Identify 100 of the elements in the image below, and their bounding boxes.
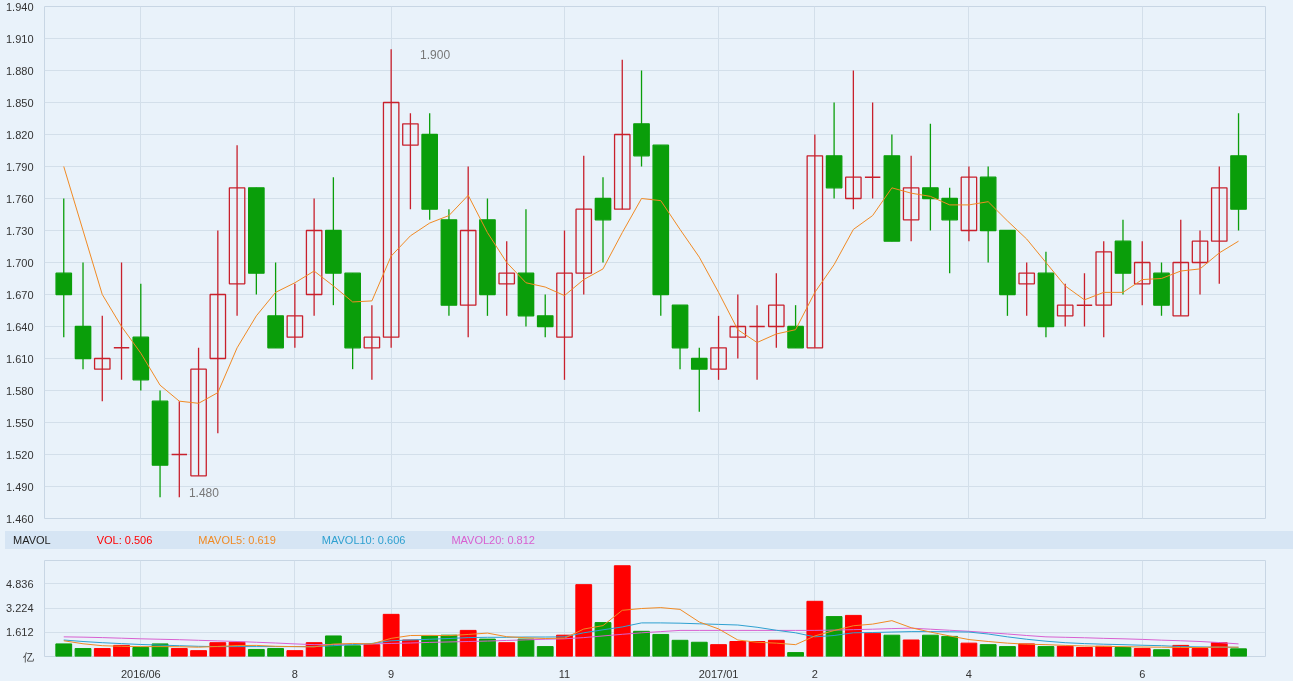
bar: [132, 647, 150, 657]
bar: [575, 584, 593, 657]
candlestick: [286, 283, 304, 349]
y-tick-label: 1.460: [5, 512, 34, 525]
bar: [787, 652, 804, 657]
y-tick-label: 1.612: [5, 626, 34, 639]
x-tick-label: 9: [388, 667, 395, 680]
candlestick: [710, 315, 727, 381]
line-series: [63, 627, 1240, 646]
candlestick: [690, 347, 708, 413]
bar: [363, 644, 381, 657]
candlestick: [93, 315, 111, 402]
candlestick: [1076, 272, 1093, 328]
y-tick-label: 1.490: [5, 480, 34, 493]
candlestick: [498, 240, 516, 317]
bar: [960, 642, 978, 657]
y-tick-label: 1.910: [5, 32, 34, 45]
y-tick-label: 1.760: [5, 192, 34, 205]
bar: [1133, 648, 1151, 657]
bar: [999, 646, 1016, 657]
y-tick-label: 1.610: [5, 352, 34, 365]
bar: [922, 634, 939, 657]
bar: [941, 635, 959, 657]
bar: [1114, 647, 1132, 657]
candlestick: [864, 101, 882, 200]
bar: [690, 641, 708, 657]
candlestick: [1172, 219, 1190, 317]
y-tick-label: 1.640: [5, 320, 34, 333]
y-tick-label: 1.520: [5, 448, 34, 461]
candlestick: [190, 347, 207, 477]
bar: [517, 638, 535, 657]
legend-title: MAVOL: [13, 534, 51, 546]
bar: [652, 633, 670, 657]
candlestick: [902, 155, 920, 242]
bar: [209, 642, 227, 657]
candlestick: [1018, 261, 1036, 317]
candlestick: [305, 197, 323, 317]
bar: [93, 648, 111, 657]
bar: [613, 565, 631, 657]
candlestick: [556, 229, 573, 381]
y-tick-label: 1.850: [5, 96, 34, 109]
candlestick: [459, 165, 477, 338]
bar: [286, 650, 304, 657]
candlestick: [941, 187, 959, 274]
x-tick-label: 8: [291, 667, 298, 680]
text: VOL: 0.506: [96, 534, 153, 546]
candlestick: [402, 112, 419, 210]
y-tick-label: 1.670: [5, 288, 34, 301]
x-tick-label: 6: [1139, 667, 1146, 680]
candlestick: [960, 165, 978, 242]
y-tick-label: 1.820: [5, 128, 34, 141]
candlestick: [382, 48, 400, 349]
bar: [1056, 645, 1074, 657]
candlestick: [729, 293, 747, 360]
x-tick-label: 2016/06: [120, 667, 161, 680]
candlestick: [806, 133, 824, 349]
bar: [883, 634, 901, 657]
bar: [844, 614, 862, 657]
y-tick-label: 1.940: [5, 0, 34, 13]
bar: [979, 644, 997, 657]
text: MAVOL20: 0.812: [451, 534, 535, 546]
candlestick: [1210, 165, 1228, 285]
annotation: 1.900: [420, 47, 451, 62]
candlestick: [1133, 240, 1151, 306]
x-tick-label: 2017/01: [698, 667, 739, 680]
bar: [536, 646, 554, 657]
line-series: [63, 607, 1240, 648]
bar: [825, 616, 843, 657]
bar: [55, 643, 73, 657]
candlestick: [228, 144, 246, 317]
bar: [633, 630, 650, 657]
y-tick-label: 1.700: [5, 256, 34, 269]
y-tick-label: 1.580: [5, 384, 34, 397]
candlestick: [1056, 283, 1074, 328]
y-tick-label: 3.224: [5, 602, 34, 615]
bar: [344, 645, 362, 657]
bar: [729, 641, 747, 657]
candlestick: [1095, 240, 1113, 338]
bar: [1018, 643, 1036, 657]
y-tick-label: 1.880: [5, 64, 34, 77]
y-tick-label: 1.790: [5, 160, 34, 173]
bar: [902, 639, 920, 657]
candlestick: [536, 293, 554, 338]
candlestick: [845, 69, 862, 210]
x-tick-label: 2: [811, 667, 818, 680]
candlestick: [209, 229, 227, 434]
candlestick: [113, 261, 130, 381]
bar: [498, 642, 516, 657]
annotation: 1.480: [188, 485, 220, 500]
bar: [479, 638, 496, 657]
x-tick-label: 11: [558, 667, 571, 680]
y-tick-label: 亿: [21, 650, 34, 663]
bar: [190, 650, 207, 657]
bar: [748, 641, 766, 657]
bar: [1230, 648, 1247, 657]
candlestick: [767, 272, 785, 349]
line-series: [63, 166, 1240, 404]
text: MAVOL5: 0.619: [198, 534, 276, 546]
bar: [1191, 648, 1209, 657]
candlestick: [1191, 229, 1209, 296]
